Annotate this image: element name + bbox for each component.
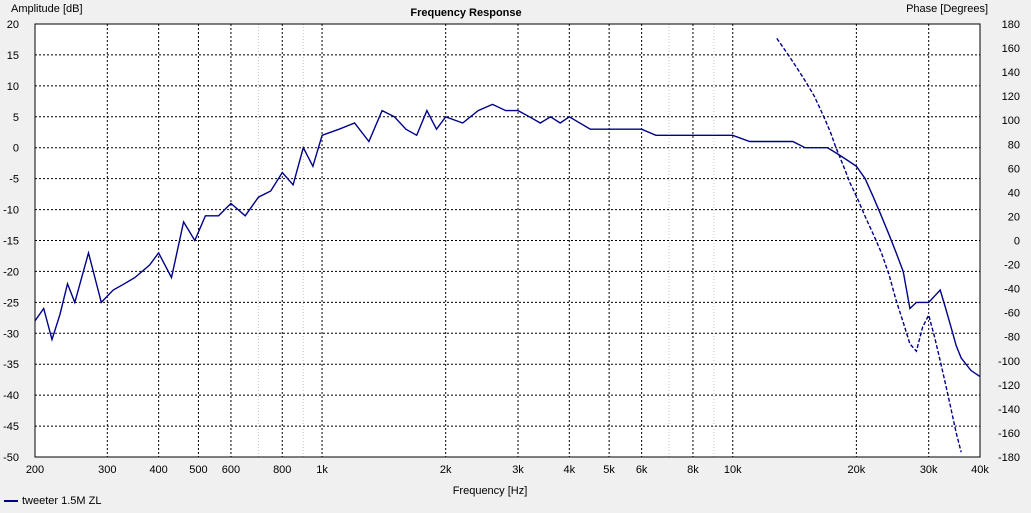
y-left-tick-label: -15 [3,236,19,248]
y-right-tick-label: 80 [1008,139,1020,151]
x-tick-label: 30k [920,464,938,476]
plot-frame [34,23,981,458]
legend: tweeter 1.5M ZL [4,495,101,507]
y-right-tick-label: 120 [1002,91,1020,103]
x-tick-label: 20k [847,464,865,476]
y-right-tick-label: -20 [1004,260,1020,272]
right-axis-title: Phase [Degrees] [906,3,988,15]
y-right-tick-label: -120 [998,380,1020,392]
x-tick-label: 2k [440,464,452,476]
y-right-tick-label: 100 [1002,115,1020,127]
y-right-tick-label: -160 [998,428,1020,440]
y-left-tick-label: -10 [3,205,19,217]
y-right-tick-label: -40 [1004,284,1020,296]
y-right-tick-label: 60 [1008,163,1020,175]
x-tick-label: 400 [149,464,167,476]
x-tick-label: 10k [724,464,742,476]
x-tick-label: 200 [26,464,44,476]
chart-title: Frequency Response [410,7,521,19]
y-left-tick-label: -50 [3,452,19,464]
x-tick-label: 4k [564,464,576,476]
y-left-tick-label: 20 [7,19,19,31]
y-right-tick-label: -180 [998,452,1020,464]
y-right-tick-label: 160 [1002,43,1020,55]
y-left-tick-label: -20 [3,266,19,278]
x-tick-label: 300 [98,464,116,476]
y-right-tick-label: -140 [998,404,1020,416]
x-tick-label: 8k [687,464,699,476]
y-left-tick-label: 15 [7,50,19,62]
y-right-tick-label: -100 [998,356,1020,368]
y-left-tick-label: -45 [3,421,19,433]
x-tick-label: 6k [636,464,648,476]
x-tick-label: 500 [189,464,207,476]
y-right-tick-label: 20 [1008,211,1020,223]
x-tick-label: 600 [222,464,240,476]
y-right-tick-label: 0 [1014,236,1020,248]
x-tick-label: 5k [603,464,615,476]
y-right-tick-label: 140 [1002,67,1020,79]
y-right-tick-label: -80 [1004,332,1020,344]
y-left-tick-label: -40 [3,390,19,402]
y-left-tick-label: 10 [7,81,19,93]
x-tick-label: 800 [273,464,291,476]
y-left-tick-label: -35 [3,359,19,371]
y-left-tick-label: 0 [13,143,19,155]
y-left-tick-label: 5 [13,112,19,124]
y-right-tick-label: 40 [1008,187,1020,199]
left-axis-title: Amplitude [dB] [11,3,83,15]
y-left-tick-label: -25 [3,297,19,309]
y-left-tick-label: -30 [3,328,19,340]
y-right-tick-label: 180 [1002,19,1020,31]
legend-label: tweeter 1.5M ZL [22,495,101,507]
x-tick-label: 1k [316,464,328,476]
x-tick-label: 3k [512,464,524,476]
x-axis-title: Frequency [Hz] [453,485,528,497]
x-tick-label: 40k [971,464,989,476]
y-right-tick-label: -60 [1004,308,1020,320]
amplitude-series-line [35,103,980,378]
y-left-tick-label: -5 [9,174,19,186]
